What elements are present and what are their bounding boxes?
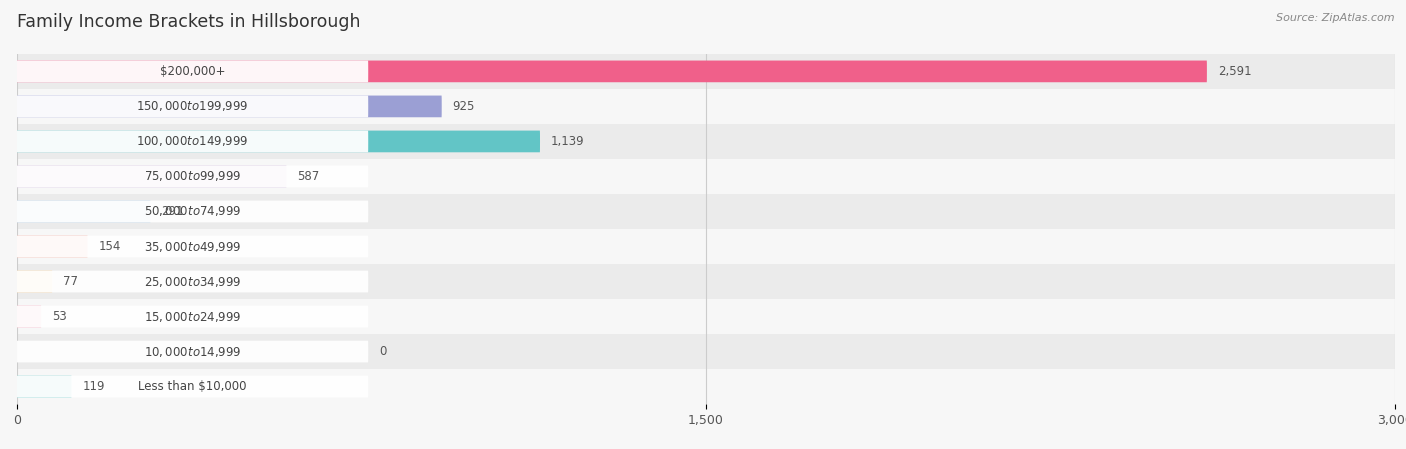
FancyBboxPatch shape	[17, 236, 87, 257]
Bar	[17, 54, 1395, 89]
Text: $25,000 to $34,999: $25,000 to $34,999	[143, 274, 242, 289]
Text: 154: 154	[98, 240, 121, 253]
Bar	[17, 159, 1395, 194]
Text: $100,000 to $149,999: $100,000 to $149,999	[136, 134, 249, 149]
Text: $35,000 to $49,999: $35,000 to $49,999	[143, 239, 242, 254]
Text: Source: ZipAtlas.com: Source: ZipAtlas.com	[1277, 13, 1395, 23]
Bar	[17, 229, 1395, 264]
Bar	[17, 89, 1395, 124]
Text: 925: 925	[453, 100, 475, 113]
Text: 119: 119	[83, 380, 105, 393]
FancyBboxPatch shape	[17, 271, 52, 292]
Text: 0: 0	[380, 345, 387, 358]
FancyBboxPatch shape	[17, 166, 368, 187]
FancyBboxPatch shape	[17, 96, 441, 117]
Bar	[17, 124, 1395, 159]
FancyBboxPatch shape	[17, 201, 150, 222]
Text: $150,000 to $199,999: $150,000 to $199,999	[136, 99, 249, 114]
FancyBboxPatch shape	[17, 306, 368, 327]
FancyBboxPatch shape	[17, 166, 287, 187]
FancyBboxPatch shape	[17, 131, 540, 152]
Text: $15,000 to $24,999: $15,000 to $24,999	[143, 309, 242, 324]
Text: Less than $10,000: Less than $10,000	[138, 380, 247, 393]
FancyBboxPatch shape	[17, 96, 368, 117]
Text: 1,139: 1,139	[551, 135, 585, 148]
Bar	[17, 264, 1395, 299]
FancyBboxPatch shape	[17, 131, 368, 152]
Bar	[17, 334, 1395, 369]
FancyBboxPatch shape	[17, 61, 368, 82]
FancyBboxPatch shape	[17, 376, 72, 397]
FancyBboxPatch shape	[17, 376, 368, 397]
Bar	[17, 369, 1395, 404]
Text: Family Income Brackets in Hillsborough: Family Income Brackets in Hillsborough	[17, 13, 360, 31]
Bar	[17, 299, 1395, 334]
FancyBboxPatch shape	[17, 306, 41, 327]
FancyBboxPatch shape	[17, 236, 368, 257]
Text: $75,000 to $99,999: $75,000 to $99,999	[143, 169, 242, 184]
FancyBboxPatch shape	[17, 201, 368, 222]
Text: $50,000 to $74,999: $50,000 to $74,999	[143, 204, 242, 219]
FancyBboxPatch shape	[17, 341, 368, 362]
Bar	[17, 194, 1395, 229]
FancyBboxPatch shape	[17, 61, 1206, 82]
Text: 587: 587	[298, 170, 319, 183]
Text: $200,000+: $200,000+	[160, 65, 225, 78]
Text: 2,591: 2,591	[1218, 65, 1251, 78]
Text: 53: 53	[52, 310, 67, 323]
Text: $10,000 to $14,999: $10,000 to $14,999	[143, 344, 242, 359]
Text: 77: 77	[63, 275, 79, 288]
Text: 291: 291	[162, 205, 184, 218]
FancyBboxPatch shape	[17, 271, 368, 292]
